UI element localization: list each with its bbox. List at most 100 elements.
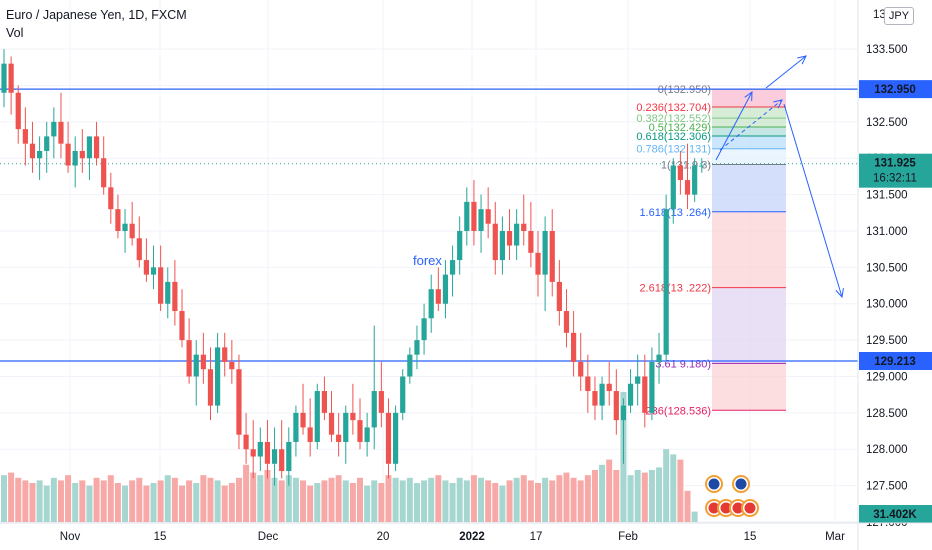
volume-bar — [235, 477, 242, 522]
candle-body — [549, 230, 555, 282]
volume-bar — [157, 480, 164, 522]
volume-bar — [670, 454, 677, 522]
candle-body — [193, 354, 199, 377]
support-price-tag: 129.213 — [859, 351, 932, 370]
price-tick: 132.500 — [866, 117, 908, 129]
volume-bar — [584, 475, 591, 522]
volume-bar — [271, 477, 278, 522]
volume-bar — [563, 472, 570, 522]
candle-body — [200, 354, 206, 370]
candle-body — [179, 311, 185, 341]
candle-body — [677, 165, 683, 181]
currency-badge[interactable]: JPY — [884, 7, 914, 25]
price-axis[interactable]: 133.500133.000132.500132.000131.500131.0… — [857, 0, 932, 550]
price-tick: 129.000 — [866, 371, 908, 383]
candle-body — [627, 383, 634, 406]
volume-bar — [214, 480, 221, 522]
candle-body — [571, 332, 577, 362]
candle-body — [499, 230, 505, 261]
volume-bar — [499, 485, 506, 522]
volume-bar — [684, 490, 691, 522]
candle-body — [129, 223, 135, 239]
candle-body — [314, 391, 320, 442]
volume-bar — [292, 477, 299, 522]
volume-bar — [627, 475, 634, 522]
volume-bar — [470, 475, 477, 522]
event-marker-icon — [732, 475, 750, 493]
arrow-line — [719, 99, 783, 151]
candle-body — [8, 63, 14, 93]
volume-bars — [1, 392, 698, 522]
time-tick: Dec — [258, 531, 279, 543]
volume-bar — [328, 477, 335, 522]
price-tick: 131.000 — [866, 226, 908, 238]
candle-body — [514, 223, 520, 246]
candle-body — [699, 165, 705, 167]
countdown-text: 16:32:11 — [873, 173, 917, 185]
price-tick: 130.000 — [866, 299, 908, 311]
candle-body — [563, 311, 570, 333]
time-tick: 15 — [744, 531, 757, 543]
price-tick: 130.500 — [866, 262, 908, 274]
candle-body — [336, 434, 342, 442]
fib-level-label: 0.786(132.131) — [636, 144, 711, 156]
candle-body — [606, 383, 612, 392]
price-tick: 128.000 — [866, 444, 908, 456]
fib-band — [712, 211, 786, 288]
volume-bar — [150, 483, 157, 522]
fib-band — [712, 363, 786, 411]
volume-bar — [421, 480, 428, 522]
volume-value-bg — [859, 505, 932, 523]
fib-band — [712, 135, 786, 149]
volume-bar — [691, 511, 698, 522]
volume-bar — [264, 470, 271, 522]
volume-value-tag: 31.402K — [859, 505, 932, 523]
fib-level-label: 1.618(13 .264) — [639, 207, 711, 219]
volume-bar — [36, 480, 43, 522]
volume-bar — [29, 483, 36, 522]
volume-bar — [463, 480, 470, 522]
volume-bar — [72, 483, 79, 522]
volume-bar — [342, 480, 349, 522]
fib-band — [712, 127, 786, 136]
candle-body — [79, 150, 85, 159]
price-tick: 127.500 — [866, 481, 908, 493]
fib-level-label: 3.61 9.180) — [655, 358, 711, 370]
candle-body — [136, 238, 142, 261]
projection-arrows[interactable] — [715, 55, 844, 299]
volume-bar — [228, 483, 235, 522]
fib-level-label: 0.236(132.704) — [636, 102, 711, 114]
volume-bar — [442, 480, 449, 522]
time-tick: 17 — [530, 531, 543, 543]
candle-body — [585, 376, 591, 392]
forex-annotation[interactable]: forex — [413, 253, 442, 268]
candle-body — [72, 150, 78, 166]
candle-body — [293, 412, 299, 442]
candle-body — [635, 376, 641, 384]
volume-bar — [221, 485, 228, 522]
arrow-head — [773, 99, 783, 109]
volume-bar — [556, 475, 563, 522]
horizontal-lines[interactable] — [0, 88, 858, 362]
candle-body — [506, 230, 513, 246]
candle-body — [122, 223, 128, 231]
candle-body — [642, 376, 648, 413]
event-flag — [732, 502, 744, 514]
volume-bar — [171, 477, 178, 522]
event-flag — [720, 502, 732, 514]
arrow-head — [797, 55, 807, 65]
event-markers[interactable] — [705, 475, 759, 517]
candle-body — [343, 412, 349, 442]
candle-body — [101, 158, 107, 188]
volume-bar — [50, 477, 57, 522]
volume-bar — [321, 480, 328, 522]
volume-bar — [413, 483, 420, 522]
volume-bar — [57, 480, 64, 522]
candle-body — [22, 129, 28, 144]
candle-body — [321, 391, 327, 413]
volume-bar — [527, 480, 534, 522]
fib-level-label: 0.382(132.552) — [636, 113, 711, 125]
time-axis[interactable]: Nov 15 Dec 20 2022 17 Feb 15 Mar — [0, 522, 932, 543]
candle-body — [300, 412, 306, 428]
